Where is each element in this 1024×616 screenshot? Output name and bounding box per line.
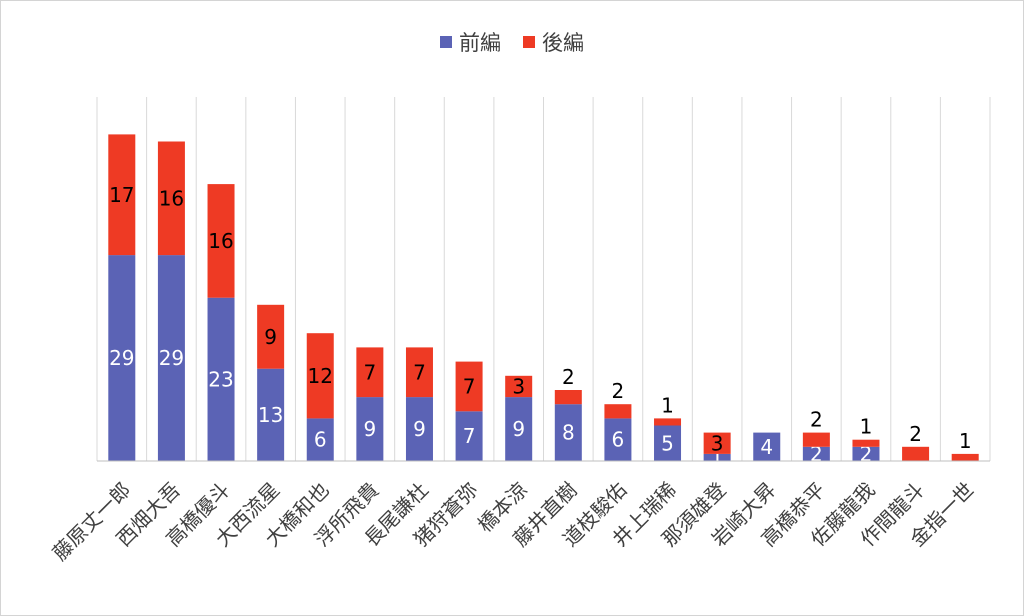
bar-series-2-16	[852, 439, 880, 447]
bar-series-2-18	[951, 453, 979, 461]
bar-series-1-6	[356, 397, 384, 461]
data-label-series-2-2: 16	[159, 186, 184, 210]
bar-series-2-10	[554, 390, 582, 405]
bar-series-1-13	[703, 453, 731, 461]
data-label-series-1-7: 9	[413, 417, 426, 441]
data-label-series-1-9: 9	[512, 417, 525, 441]
bar-series-1-4	[257, 368, 285, 461]
data-label-series-2-4: 9	[264, 325, 277, 349]
legend-swatch-series-2	[523, 36, 535, 48]
data-label-series-2-13: 3	[711, 431, 724, 455]
data-label-series-1-2: 29	[159, 346, 184, 370]
data-label-series-2-7: 7	[413, 360, 426, 384]
bar-series-2-4	[257, 304, 285, 369]
data-label-series-2-12: 1	[661, 393, 674, 417]
data-label-series-1-8: 7	[463, 424, 476, 448]
data-label-series-1-4: 13	[258, 403, 283, 427]
data-label-series-1-16: 2	[860, 442, 873, 466]
data-label-series-1-11: 6	[612, 428, 625, 452]
bar-series-2-13	[703, 432, 731, 454]
data-label-series-2-16: 1	[860, 415, 873, 439]
bar-series-1-14	[753, 432, 781, 461]
bar-series-2-8	[455, 361, 483, 412]
data-label-series-1-5: 6	[314, 428, 327, 452]
bar-series-2-2	[157, 141, 185, 256]
data-label-series-1-12: 5	[661, 431, 674, 455]
legend-item-series-2: 後編	[523, 27, 584, 57]
bar-series-2-5	[306, 333, 334, 419]
bar-series-2-6	[356, 347, 384, 398]
bar-series-1-9	[505, 397, 533, 461]
data-label-series-2-17: 2	[909, 422, 922, 446]
bar-series-1-1	[108, 255, 136, 461]
bar-series-2-15	[802, 432, 830, 447]
bar-series-2-1	[108, 134, 136, 256]
bar-series-1-16	[852, 446, 880, 461]
bar-series-2-9	[505, 375, 533, 398]
bar-series-2-17	[902, 446, 930, 461]
bar-series-1-8	[455, 411, 483, 461]
bar-series-1-5	[306, 418, 334, 461]
category-label-1: 藤原丈一郎	[48, 478, 136, 566]
bar-series-2-7	[405, 347, 433, 398]
bar-series-1-15	[802, 446, 830, 461]
data-label-series-1-14: 4	[760, 435, 773, 459]
data-label-series-2-18: 1	[959, 429, 972, 453]
legend-item-series-1: 前編	[440, 27, 501, 57]
legend-swatch-series-1	[440, 36, 452, 48]
bar-series-1-12	[654, 425, 682, 461]
legend: 前編 後編	[0, 26, 1024, 58]
data-label-series-1-3: 23	[208, 367, 233, 391]
legend-label-series-1: 前編	[459, 31, 501, 55]
data-label-series-2-9: 3	[512, 374, 525, 398]
bar-series-1-3	[207, 297, 235, 461]
data-label-series-1-15: 2	[810, 442, 823, 466]
data-label-series-2-8: 7	[463, 374, 476, 398]
data-label-series-2-6: 7	[363, 360, 376, 384]
data-label-series-2-10: 2	[562, 365, 575, 389]
data-label-series-2-1: 17	[109, 183, 134, 207]
data-label-series-1-6: 9	[363, 417, 376, 441]
data-label-series-2-11: 2	[612, 379, 625, 403]
legend-label-series-2: 後編	[542, 31, 584, 55]
bar-series-1-11	[604, 418, 632, 461]
bar-series-1-10	[554, 404, 582, 461]
data-label-series-2-5: 12	[308, 364, 333, 388]
data-label-series-2-15: 2	[810, 408, 823, 432]
data-label-series-1-10: 8	[562, 421, 575, 445]
data-label-series-2-3: 16	[208, 229, 233, 253]
bar-series-2-12	[654, 418, 682, 426]
bar-series-2-3	[207, 184, 235, 298]
bar-series-1-7	[405, 397, 433, 461]
bar-series-2-11	[604, 404, 632, 419]
data-label-series-1-1: 29	[109, 346, 134, 370]
bar-series-1-2	[157, 255, 185, 461]
